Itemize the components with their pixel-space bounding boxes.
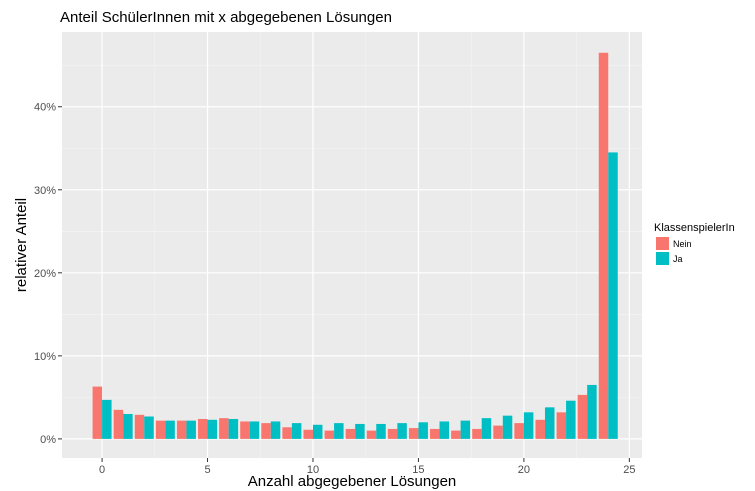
chart-title: Anteil SchülerInnen mit x abgegebenen Lö… [60, 9, 392, 26]
bar-nein-1 [113, 409, 124, 439]
legend-key-ja [656, 252, 669, 265]
y-tick-label: 30% [34, 185, 56, 197]
bar-nein-2 [134, 414, 145, 439]
bar-ja-22 [566, 400, 576, 439]
x-tick-label: 0 [99, 464, 105, 476]
bar-nein-18 [472, 428, 482, 439]
bar-nein-16 [430, 428, 440, 439]
bar-ja-6 [228, 418, 239, 439]
x-axis-ticks: 0 5 10 15 20 25 [99, 458, 635, 476]
bar-ja-8 [270, 421, 281, 439]
bar-nein-11 [324, 430, 335, 439]
bar-nein-0 [92, 386, 103, 439]
bar-ja-17 [460, 420, 471, 439]
x-tick-label: 5 [204, 464, 210, 476]
bar-ja-3 [165, 420, 175, 439]
legend-label-ja: Ja [673, 254, 683, 264]
bar-nein-24 [598, 52, 609, 439]
bar-nein-20 [514, 423, 524, 439]
bar-nein-7 [240, 421, 250, 439]
bar-nein-3 [155, 420, 166, 439]
bar-nein-21 [535, 419, 545, 439]
legend-title: KlassenspielerIn [654, 222, 735, 234]
bar-ja-10 [312, 424, 323, 439]
bar-ja-0 [102, 399, 112, 439]
bar-nein-10 [303, 429, 313, 439]
bar-nein-5 [198, 418, 208, 439]
legend-label-nein: Nein [673, 239, 692, 249]
x-tick-label: 15 [412, 464, 424, 476]
bar-ja-5 [207, 419, 218, 439]
bar-nein-13 [366, 430, 377, 439]
y-tick-label: 20% [34, 268, 56, 280]
bar-nein-14 [387, 428, 398, 439]
x-tick-label: 10 [307, 464, 319, 476]
legend: KlassenspielerIn Nein Ja [654, 222, 735, 265]
bar-ja-18 [481, 418, 492, 439]
bar-nein-19 [493, 425, 503, 439]
x-tick-label: 25 [623, 464, 635, 476]
legend-key-nein [656, 237, 669, 250]
bar-ja-16 [439, 421, 450, 439]
y-tick-label: 10% [34, 351, 56, 363]
bar-nein-17 [451, 430, 461, 439]
bar-ja-13 [376, 423, 386, 439]
bars [92, 52, 618, 439]
bar-ja-24 [608, 152, 618, 439]
bar-ja-4 [186, 420, 196, 439]
y-tick-label: 40% [34, 102, 56, 114]
bar-ja-20 [523, 412, 534, 439]
bar-nein-22 [556, 412, 567, 439]
bar-ja-1 [123, 413, 133, 439]
y-axis-ticks: 0% 10% 20% 30% 40% [34, 102, 62, 446]
bar-ja-12 [355, 423, 365, 439]
y-tick-label: 0% [40, 434, 56, 446]
bar-nein-8 [261, 423, 271, 439]
bar-nein-23 [577, 394, 588, 439]
bar-nein-12 [345, 428, 356, 439]
bar-nein-4 [176, 420, 187, 439]
bar-ja-19 [502, 415, 513, 439]
bar-ja-2 [144, 416, 154, 439]
bar-ja-7 [249, 421, 260, 439]
bar-ja-21 [544, 407, 555, 439]
bar-nein-9 [282, 427, 292, 439]
y-axis-title: relativer Anteil [13, 198, 30, 292]
bar-ja-9 [291, 423, 302, 439]
x-axis-title: Anzahl abgegebener Lösungen [248, 473, 457, 490]
x-tick-label: 20 [518, 464, 530, 476]
bar-ja-23 [587, 384, 597, 439]
bar-nein-6 [219, 418, 229, 439]
bar-nein-15 [408, 428, 419, 439]
bar-ja-11 [334, 423, 344, 439]
bar-ja-14 [397, 423, 407, 439]
plot-panel [62, 32, 642, 458]
bar-ja-15 [418, 422, 428, 439]
